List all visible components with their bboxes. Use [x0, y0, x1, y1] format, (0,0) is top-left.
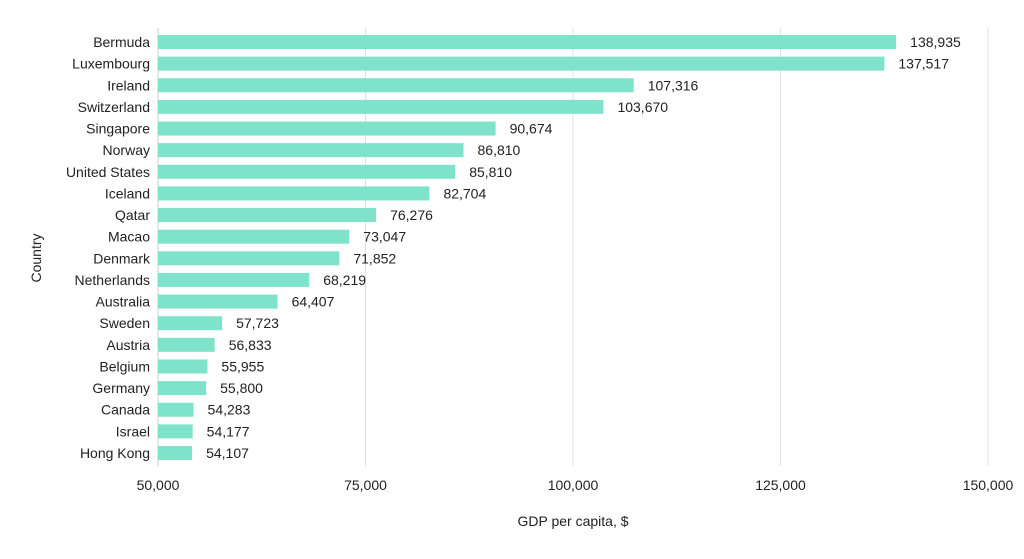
y-tick-label: Canada	[101, 402, 150, 418]
y-axis-title: Country	[28, 233, 44, 282]
y-tick-label: Belgium	[99, 358, 150, 374]
x-tick-label: 50,000	[137, 477, 180, 493]
y-tick-label: Qatar	[115, 207, 150, 223]
y-tick-label: United States	[66, 164, 150, 180]
y-tick-label: Germany	[92, 380, 150, 396]
data-label: 55,955	[221, 358, 264, 374]
data-label: 137,517	[898, 56, 949, 72]
y-tick-label: Singapore	[86, 121, 150, 137]
y-tick-label: Bermuda	[93, 34, 150, 50]
y-tick-label: Australia	[96, 294, 151, 310]
y-tick-label: Austria	[106, 337, 150, 353]
data-label: 103,670	[617, 99, 668, 115]
data-label: 138,935	[910, 34, 961, 50]
bar	[158, 99, 604, 114]
x-tick-label: 75,000	[344, 477, 387, 493]
bar	[158, 229, 350, 244]
y-tick-label: Denmark	[93, 250, 151, 266]
data-label: 107,316	[648, 77, 699, 93]
data-label: 54,283	[208, 402, 251, 418]
data-label: 56,833	[229, 337, 272, 353]
bar	[158, 272, 310, 287]
bar	[158, 381, 207, 396]
data-label: 54,107	[206, 445, 249, 461]
y-tick-label: Sweden	[99, 315, 150, 331]
bar	[158, 294, 278, 309]
bar	[158, 164, 456, 179]
y-tick-label: Macao	[108, 229, 150, 245]
y-tick-label: Switzerland	[78, 99, 150, 115]
y-tick-label: Luxembourg	[72, 56, 150, 72]
x-tick-label: 100,000	[548, 477, 599, 493]
data-label: 86,810	[478, 142, 521, 158]
data-label: 55,800	[220, 380, 263, 396]
x-tick-label: 125,000	[755, 477, 806, 493]
bar	[158, 121, 496, 136]
data-label: 85,810	[469, 164, 512, 180]
y-tick-label: Hong Kong	[80, 445, 150, 461]
bar	[158, 251, 340, 266]
bar	[158, 143, 464, 158]
bar	[158, 56, 885, 71]
data-label: 68,219	[323, 272, 366, 288]
bar	[158, 424, 193, 439]
data-label: 73,047	[363, 229, 406, 245]
bar	[158, 78, 634, 93]
data-label: 57,723	[236, 315, 279, 331]
y-tick-label: Israel	[116, 423, 150, 439]
bar	[158, 316, 223, 331]
bar	[158, 208, 377, 223]
data-label: 90,674	[510, 121, 553, 137]
x-tick-label: 150,000	[963, 477, 1014, 493]
x-axis-title: GDP per capita, $	[517, 513, 628, 529]
y-tick-label: Norway	[103, 142, 150, 158]
bar	[158, 359, 208, 374]
y-tick-label: Iceland	[105, 185, 150, 201]
bar	[158, 402, 194, 417]
bar	[158, 337, 215, 352]
data-label: 64,407	[292, 294, 335, 310]
bar	[158, 35, 897, 49]
bar	[158, 186, 430, 201]
data-label: 54,177	[207, 423, 250, 439]
data-label: 71,852	[353, 250, 396, 266]
y-tick-label: Netherlands	[75, 272, 151, 288]
data-label: 76,276	[390, 207, 433, 223]
bar	[158, 446, 193, 460]
data-label: 82,704	[443, 185, 486, 201]
y-tick-label: Ireland	[107, 77, 150, 93]
